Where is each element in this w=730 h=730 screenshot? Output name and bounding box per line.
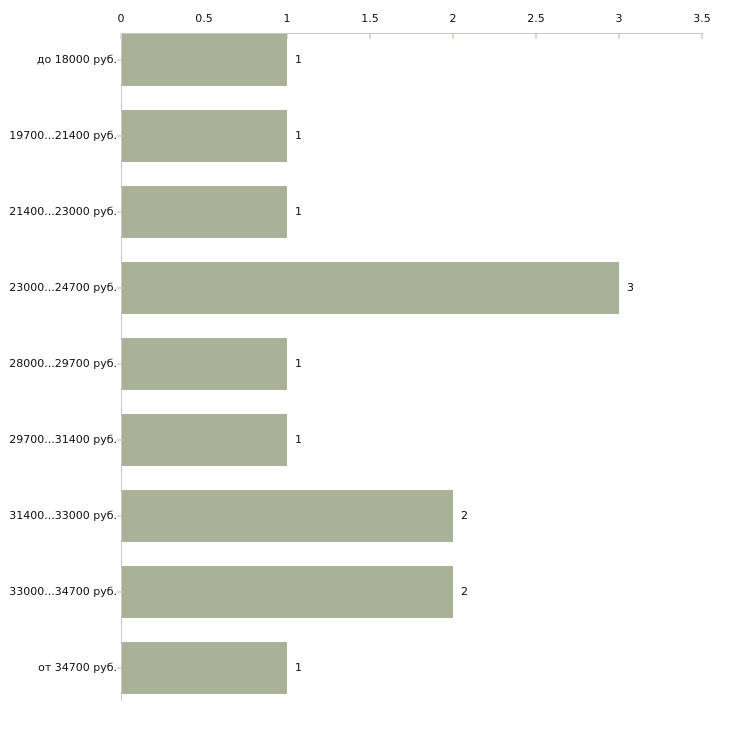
x-tick-mark — [120, 34, 122, 39]
value-label: 3 — [627, 281, 634, 294]
y-tick-mark — [117, 439, 121, 441]
bar — [122, 262, 619, 314]
x-axis-line — [121, 33, 703, 34]
y-tick-mark — [117, 287, 121, 289]
value-label: 1 — [295, 129, 302, 142]
bar — [122, 34, 287, 86]
category-label: 33000...34700 руб. — [9, 585, 117, 598]
x-tick-mark — [535, 34, 537, 39]
bar — [122, 186, 287, 238]
category-label: 31400...33000 руб. — [9, 509, 117, 522]
y-tick-mark — [117, 515, 121, 517]
bar — [122, 566, 453, 618]
bar — [122, 110, 287, 162]
y-tick-mark — [117, 59, 121, 61]
category-label: 23000...24700 руб. — [9, 281, 117, 294]
value-label: 1 — [295, 357, 302, 370]
x-tick-mark — [452, 34, 454, 39]
x-tick-mark — [701, 34, 703, 39]
bar — [122, 414, 287, 466]
value-label: 1 — [295, 433, 302, 446]
value-label: 2 — [461, 585, 468, 598]
value-label: 1 — [295, 661, 302, 674]
value-label: 1 — [295, 53, 302, 66]
category-label: 21400...23000 руб. — [9, 205, 117, 218]
x-tick-label: 3.5 — [693, 12, 711, 25]
y-tick-mark — [117, 135, 121, 137]
x-tick-mark — [369, 34, 371, 39]
x-tick-mark — [286, 34, 288, 39]
bar — [122, 642, 287, 694]
x-tick-mark — [618, 34, 620, 39]
category-label: 29700...31400 руб. — [9, 433, 117, 446]
category-label: 19700...21400 руб. — [9, 129, 117, 142]
bar — [122, 490, 453, 542]
value-label: 2 — [461, 509, 468, 522]
y-tick-mark — [117, 667, 121, 669]
x-tick-label: 2 — [449, 12, 457, 25]
value-label: 1 — [295, 205, 302, 218]
category-label: от 34700 руб. — [38, 661, 117, 674]
x-tick-label: 2.5 — [527, 12, 545, 25]
x-tick-label: 1.5 — [361, 12, 379, 25]
x-tick-label: 0 — [117, 12, 125, 25]
y-tick-mark — [117, 211, 121, 213]
x-tick-label: 1 — [283, 12, 291, 25]
category-label: до 18000 руб. — [36, 53, 117, 66]
y-axis-line — [121, 33, 122, 701]
x-tick-label: 0.5 — [195, 12, 213, 25]
y-tick-mark — [117, 591, 121, 593]
bar — [122, 338, 287, 390]
x-tick-label: 3 — [615, 12, 623, 25]
y-tick-mark — [117, 363, 121, 365]
category-label: 28000...29700 руб. — [9, 357, 117, 370]
